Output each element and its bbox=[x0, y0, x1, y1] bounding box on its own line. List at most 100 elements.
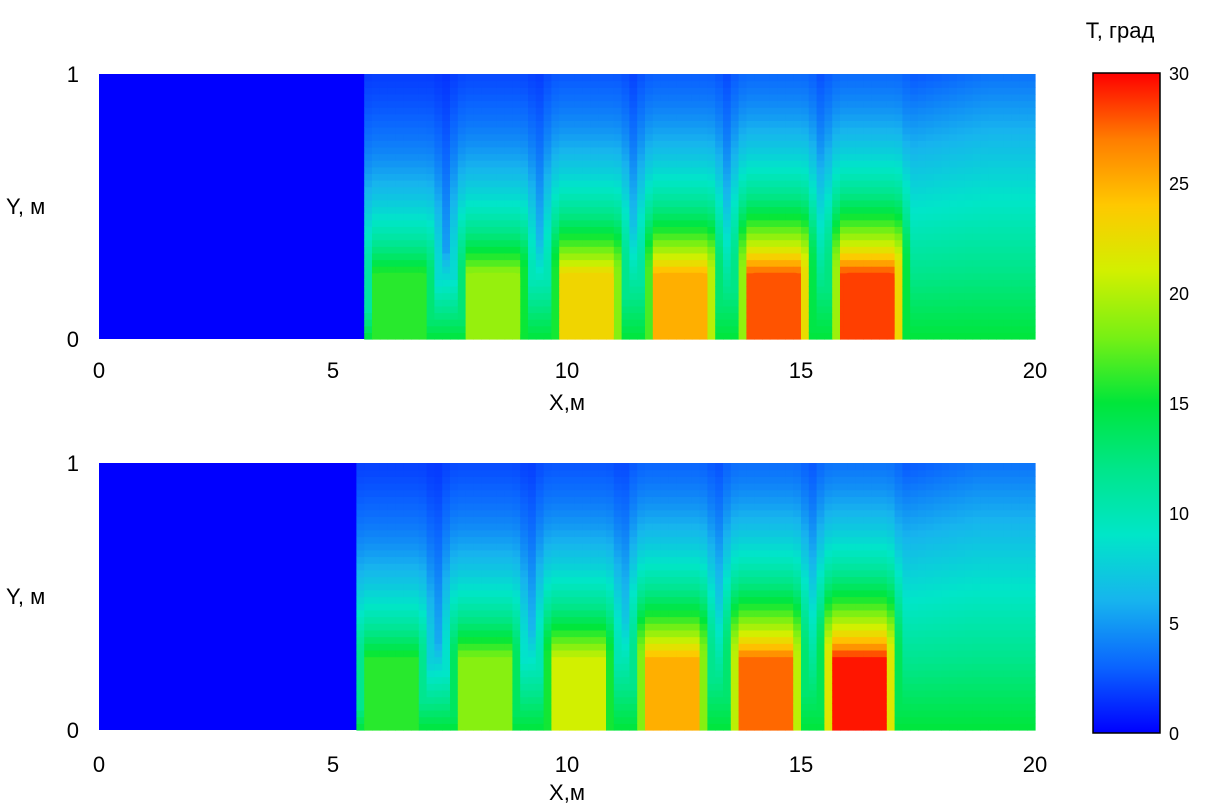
field-cell bbox=[925, 74, 935, 82]
field-cell bbox=[395, 113, 404, 121]
field-cell bbox=[777, 206, 786, 214]
field-cell bbox=[504, 643, 513, 651]
field-cell bbox=[847, 193, 857, 201]
field-cell bbox=[1027, 173, 1036, 181]
field-cell bbox=[606, 569, 615, 578]
field-cell bbox=[980, 312, 989, 320]
field-cell bbox=[442, 663, 451, 671]
field-cell bbox=[426, 140, 435, 148]
field-cell bbox=[816, 246, 825, 254]
field-cell bbox=[808, 133, 818, 141]
field-cell bbox=[972, 140, 981, 148]
field-cell bbox=[1019, 180, 1028, 188]
field-cell bbox=[434, 120, 443, 128]
field-cell bbox=[629, 616, 638, 624]
field-cell bbox=[855, 153, 864, 161]
field-cell bbox=[418, 93, 428, 102]
field-cell bbox=[1027, 319, 1036, 327]
field-cell bbox=[629, 669, 638, 678]
field-cell bbox=[637, 556, 646, 564]
field-cell bbox=[465, 623, 474, 631]
field-cell bbox=[473, 133, 482, 141]
field-cell bbox=[543, 676, 552, 684]
field-cell bbox=[457, 616, 467, 624]
field-cell bbox=[715, 80, 724, 88]
field-cell bbox=[808, 193, 818, 201]
field-cell bbox=[528, 120, 537, 128]
field-cell bbox=[738, 140, 747, 148]
field-cell bbox=[793, 173, 802, 181]
field-cell bbox=[528, 663, 537, 671]
field-cell bbox=[442, 213, 451, 221]
field-cell bbox=[567, 476, 576, 484]
field-cell bbox=[957, 160, 966, 168]
field-cell bbox=[777, 93, 786, 102]
field-cell bbox=[668, 219, 677, 227]
field-cell bbox=[387, 100, 396, 108]
field-cell bbox=[504, 252, 513, 261]
field-cell bbox=[520, 643, 529, 651]
field-cell bbox=[988, 299, 997, 307]
field-cell bbox=[637, 93, 646, 102]
field-cell bbox=[574, 596, 584, 604]
field-cell bbox=[980, 113, 989, 121]
field-cell bbox=[473, 603, 482, 611]
field-cell bbox=[489, 469, 498, 477]
field-cell bbox=[730, 233, 740, 241]
field-cell bbox=[629, 305, 638, 314]
field-cell bbox=[949, 173, 958, 181]
field-cell bbox=[450, 120, 459, 128]
field-cell bbox=[450, 180, 459, 188]
field-cell bbox=[964, 146, 974, 155]
field-cell bbox=[372, 603, 381, 611]
field-cell bbox=[465, 583, 474, 591]
field-cell bbox=[379, 523, 389, 531]
field-cell bbox=[723, 206, 732, 214]
field-cell bbox=[395, 259, 404, 267]
field-cell bbox=[418, 589, 428, 598]
field-cell bbox=[629, 199, 638, 208]
field-cell bbox=[918, 252, 927, 261]
field-cell bbox=[395, 252, 404, 261]
field-cell bbox=[379, 609, 389, 618]
field-cell bbox=[395, 543, 404, 551]
field-cell bbox=[574, 603, 584, 611]
field-cell bbox=[590, 636, 599, 644]
field-cell bbox=[450, 233, 459, 241]
field-cell bbox=[769, 252, 779, 261]
field-cell bbox=[816, 193, 825, 201]
field-cell bbox=[457, 503, 467, 511]
field-cell bbox=[535, 503, 545, 511]
field-cell bbox=[606, 643, 615, 651]
field-cell bbox=[473, 563, 482, 571]
field-cell bbox=[457, 583, 467, 591]
field-cell bbox=[707, 146, 716, 155]
field-cell bbox=[785, 252, 794, 261]
field-cell bbox=[660, 213, 669, 221]
field-cell bbox=[723, 186, 732, 194]
field-cell bbox=[465, 649, 474, 658]
field-cell bbox=[723, 299, 732, 307]
field-cell bbox=[613, 93, 623, 102]
field-cell bbox=[668, 266, 677, 274]
field-cell bbox=[676, 252, 685, 261]
field-cell bbox=[894, 319, 903, 327]
field-cell bbox=[590, 529, 599, 538]
field-cell bbox=[504, 140, 513, 148]
field-cell bbox=[364, 127, 373, 135]
field-cell bbox=[418, 509, 428, 517]
field-cell bbox=[535, 100, 545, 108]
field-cell bbox=[613, 206, 623, 214]
field-cell bbox=[723, 87, 732, 95]
field-cell bbox=[387, 629, 396, 638]
field-cell bbox=[403, 146, 412, 155]
field-cell bbox=[645, 496, 654, 504]
field-cell bbox=[910, 272, 919, 280]
field-cell bbox=[489, 516, 498, 524]
field-cell bbox=[434, 536, 443, 544]
field-cell bbox=[964, 252, 974, 261]
field-cell bbox=[949, 332, 958, 340]
field-cell bbox=[629, 629, 638, 638]
field-cell bbox=[980, 213, 989, 221]
field-cell bbox=[808, 80, 818, 88]
